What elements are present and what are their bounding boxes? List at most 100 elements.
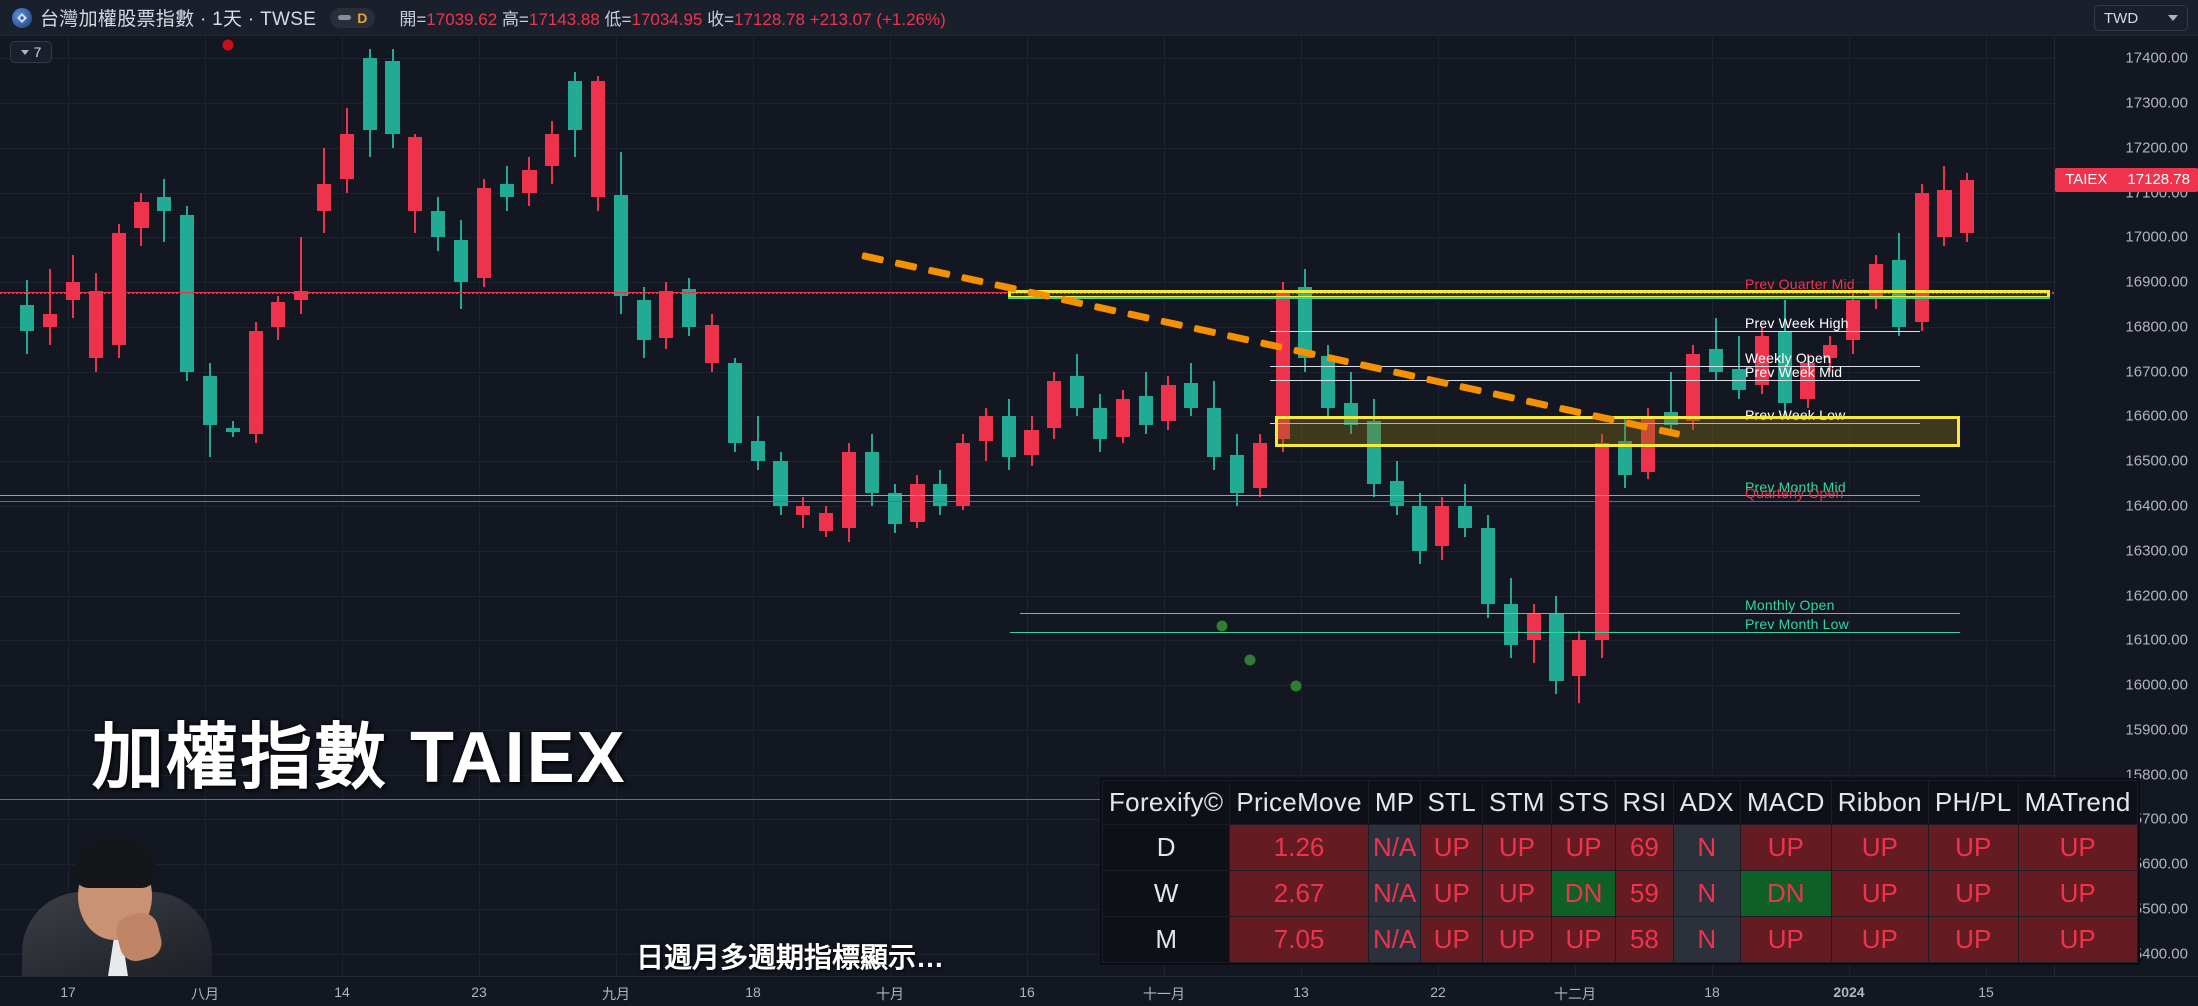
grid-line-vertical bbox=[616, 36, 617, 976]
candle-body bbox=[910, 483, 925, 522]
indicator-cell: N/A bbox=[1367, 824, 1422, 871]
indicator-cell: UP bbox=[1927, 916, 2019, 963]
table-column-header: STS bbox=[1550, 780, 1617, 825]
candle-body bbox=[1024, 429, 1039, 455]
indicator-cell: UP bbox=[1927, 824, 2019, 871]
candlestick bbox=[613, 36, 628, 976]
close-value: 17128.78 bbox=[734, 10, 805, 29]
candlestick bbox=[1572, 36, 1587, 976]
candle-body bbox=[385, 60, 400, 135]
candlestick bbox=[1207, 36, 1222, 976]
candle-wick bbox=[300, 237, 303, 314]
candlestick bbox=[1846, 36, 1861, 976]
candle-body bbox=[841, 452, 857, 529]
time-axis-tick: 九月 bbox=[602, 986, 630, 1002]
indicator-cell: UP bbox=[1830, 870, 1929, 917]
candlestick bbox=[1686, 36, 1701, 976]
candlestick bbox=[453, 36, 469, 976]
candle-body bbox=[88, 291, 103, 359]
candle-body bbox=[1252, 443, 1267, 489]
indicator-cell: UP bbox=[2017, 870, 2138, 917]
price-badge-value: 17128.78 bbox=[2127, 171, 2190, 189]
table-row: W 2.67 N/A UP UP DN 59 N DN UP UP UP bbox=[1101, 870, 2138, 917]
currency-selector[interactable]: TWD bbox=[2094, 5, 2188, 31]
price-axis-tick: 16900.00 bbox=[2125, 273, 2188, 291]
time-axis-tick: 15 bbox=[1978, 984, 1994, 1000]
candlestick bbox=[750, 36, 765, 976]
timeframe-label: D bbox=[357, 9, 368, 26]
indicator-cell: UP bbox=[2017, 824, 2138, 871]
candlestick bbox=[682, 36, 697, 976]
candle-body bbox=[1617, 441, 1632, 475]
candle-body bbox=[339, 134, 354, 180]
candle-body bbox=[453, 239, 469, 283]
price-axis-tick: 15400.00 bbox=[2125, 945, 2188, 963]
candle-wick bbox=[163, 179, 166, 242]
level-line bbox=[0, 292, 1960, 294]
candle-body bbox=[727, 362, 742, 444]
table-row: M 7.05 N/A UP UP UP 58 N UP UP UP UP bbox=[1101, 916, 2138, 963]
swing-low-marker bbox=[1244, 654, 1256, 666]
avatar-hair bbox=[74, 840, 156, 888]
indicator-cell: UP bbox=[1420, 824, 1484, 871]
candle-body bbox=[819, 512, 834, 531]
table-column-header: Ribbon bbox=[1830, 780, 1929, 825]
symbol-title[interactable]: 台灣加權股票指數 · 1天 · TWSE bbox=[40, 9, 317, 30]
candle-body bbox=[1754, 335, 1769, 386]
candle-body bbox=[1344, 403, 1359, 426]
candlestick bbox=[43, 36, 58, 976]
candlestick bbox=[271, 36, 286, 976]
price-axis-tick: 15900.00 bbox=[2125, 721, 2188, 739]
candlestick bbox=[1229, 36, 1245, 976]
candle-body bbox=[1389, 481, 1404, 506]
layer-count-badge[interactable]: 7 bbox=[10, 41, 52, 63]
grid-line-vertical bbox=[1301, 36, 1302, 976]
price-axis-tick: 17000.00 bbox=[2125, 228, 2188, 246]
indicator-cell: 2.67 bbox=[1229, 870, 1369, 917]
timeframe-row-label: M bbox=[1101, 916, 1231, 963]
layer-count-label: 7 bbox=[33, 44, 42, 60]
table-column-header: PH/PL bbox=[1927, 780, 2019, 825]
grid-line-vertical bbox=[753, 36, 754, 976]
candle-body bbox=[568, 80, 583, 130]
level-label: Prev Week Mid bbox=[1745, 363, 1843, 380]
candle-body bbox=[476, 188, 491, 278]
candlestick bbox=[1503, 36, 1518, 976]
indicator-cell: UP bbox=[1482, 916, 1552, 963]
price-axis-tick: 16300.00 bbox=[2125, 542, 2188, 560]
candlestick bbox=[1526, 36, 1541, 976]
candle-body bbox=[978, 416, 993, 442]
grid-line-vertical bbox=[1712, 36, 1713, 976]
candlestick bbox=[476, 36, 491, 976]
grid-line-vertical bbox=[68, 36, 69, 976]
time-axis[interactable]: 17 八月 14 23 九月 18 十月 16 十一月 13 22 十二月 18 2024 15 bbox=[0, 976, 2198, 1006]
candlestick bbox=[1298, 36, 1313, 976]
level-line bbox=[1008, 296, 2050, 299]
grid-line-vertical bbox=[1575, 36, 1576, 976]
candle-body bbox=[1070, 376, 1085, 408]
time-axis-tick: 十月 bbox=[876, 986, 904, 1002]
timeframe-toggle[interactable]: D bbox=[330, 7, 376, 28]
indicator-cell: UP bbox=[1830, 916, 1929, 963]
candle-body bbox=[1526, 613, 1541, 641]
candle-body bbox=[1937, 190, 1952, 238]
grid-line-vertical bbox=[479, 36, 480, 976]
indicator-cell: N bbox=[1672, 870, 1741, 917]
time-axis-tick: 18 bbox=[1704, 984, 1720, 1000]
low-label: 低= bbox=[604, 10, 632, 29]
candlestick bbox=[225, 36, 240, 976]
indicator-cell: UP bbox=[1739, 916, 1832, 963]
candlestick bbox=[88, 36, 103, 976]
indicator-cell: UP bbox=[2017, 916, 2138, 963]
presenter-avatar bbox=[22, 818, 212, 976]
candlestick bbox=[1184, 36, 1199, 976]
candle-body bbox=[20, 304, 35, 332]
candlestick bbox=[841, 36, 857, 976]
candlestick bbox=[111, 36, 126, 976]
indicator-cell: N/A bbox=[1367, 870, 1422, 917]
symbol-logo-icon bbox=[12, 7, 32, 28]
candlestick bbox=[1709, 36, 1724, 976]
candle-body bbox=[1868, 264, 1884, 296]
time-axis-tick: 18 bbox=[745, 984, 761, 1000]
candlestick bbox=[1549, 36, 1564, 976]
